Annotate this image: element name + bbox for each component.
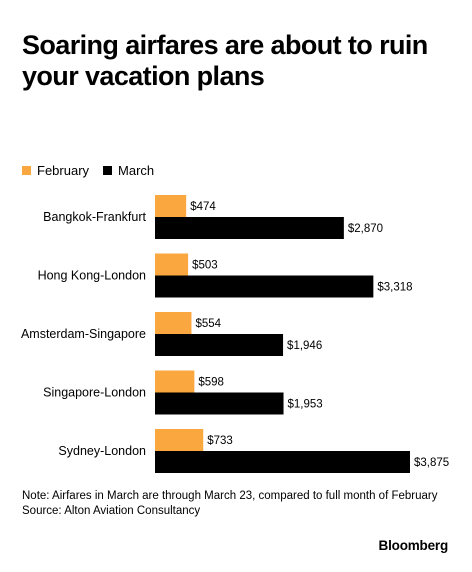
legend: February March	[22, 162, 168, 178]
legend-swatch-march	[103, 165, 113, 175]
category-label-singapore-london: Singapore-London	[43, 386, 146, 400]
data-label-march-hong-kong-london: $3,318	[377, 282, 412, 294]
bar-march-bangkok-frankfurt	[155, 217, 344, 239]
data-label-march-sydney-london: $3,875	[414, 457, 449, 469]
category-label-sydney-london: Sydney-London	[58, 444, 146, 458]
bar-march-hong-kong-london	[155, 275, 374, 298]
bar-february-singapore-london	[155, 370, 195, 393]
source-text: Source: Alton Aviation Consultancy	[22, 505, 201, 517]
note-text: Note: Airfares in March are through Marc…	[22, 490, 438, 502]
data-label-march-amsterdam-singapore: $1,946	[287, 340, 322, 352]
bar-chart: Bangkok-Frankfurt $474 $2,870 Hong Kong-Lon…	[21, 195, 449, 473]
data-label-february-singapore-london: $598	[198, 377, 224, 389]
bar-march-sydney-london	[155, 451, 410, 473]
legend-swatch-february	[22, 165, 31, 175]
bar-february-bangkok-frankfurt	[155, 195, 187, 217]
category-label-hong-kong-london: Hong Kong-London	[38, 269, 146, 283]
data-label-march-singapore-london: $1,953	[288, 399, 323, 411]
bar-february-amsterdam-singapore	[155, 312, 192, 334]
data-label-march-bangkok-frankfurt: $2,870	[348, 223, 383, 235]
chart-title: Soaring airfares are about to ruin your …	[22, 30, 428, 91]
bar-march-singapore-london	[155, 392, 284, 415]
data-label-february-amsterdam-singapore: $554	[195, 318, 221, 330]
bloomberg-logo: Bloomberg	[378, 538, 449, 553]
data-label-february-hong-kong-london: $503	[192, 260, 218, 272]
category-label-bangkok-frankfurt: Bangkok-Frankfurt	[43, 210, 146, 224]
legend-label-february: February	[37, 162, 90, 178]
legend-item-march: March	[103, 163, 154, 178]
bar-march-amsterdam-singapore	[155, 334, 284, 356]
legend-item-february: February	[22, 163, 89, 178]
legend-label-march: March	[118, 162, 155, 178]
chart-notes: Note: Airfares in March are through Marc…	[22, 489, 462, 519]
data-label-february-sydney-london: $733	[207, 435, 233, 447]
category-label-amsterdam-singapore: Amsterdam-Singapore	[21, 327, 146, 341]
bar-february-hong-kong-london	[155, 253, 189, 276]
bar-february-sydney-london	[155, 429, 204, 451]
data-label-february-bangkok-frankfurt: $474	[190, 201, 216, 213]
